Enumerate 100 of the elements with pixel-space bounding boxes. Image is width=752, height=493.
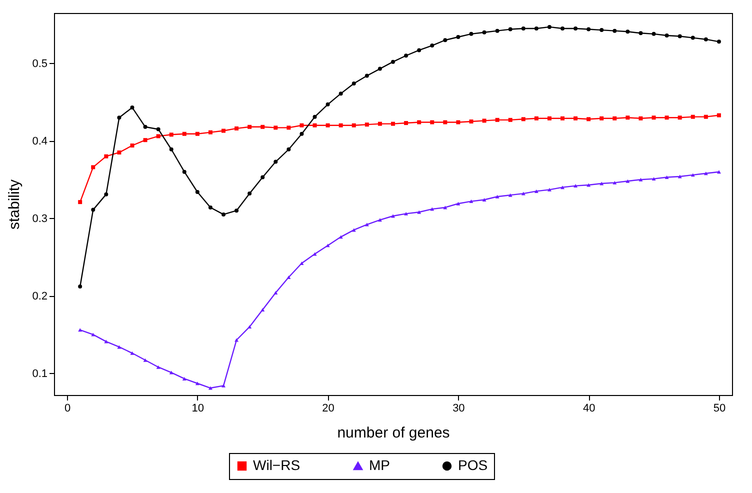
point bbox=[574, 116, 578, 120]
point bbox=[443, 38, 448, 42]
point bbox=[260, 124, 265, 129]
point bbox=[248, 325, 252, 329]
point bbox=[104, 192, 108, 196]
point bbox=[716, 170, 721, 174]
point bbox=[222, 384, 226, 388]
point bbox=[612, 180, 617, 184]
legend-label: POS bbox=[458, 457, 488, 473]
point bbox=[169, 370, 174, 374]
x-tick-label: 10 bbox=[192, 402, 204, 414]
point bbox=[156, 134, 160, 138]
point bbox=[338, 92, 343, 96]
point bbox=[560, 116, 564, 120]
point bbox=[300, 123, 304, 128]
point bbox=[690, 114, 695, 119]
point bbox=[182, 170, 186, 174]
point bbox=[143, 124, 148, 129]
point bbox=[704, 172, 708, 176]
point bbox=[638, 31, 643, 36]
point bbox=[482, 198, 486, 202]
point bbox=[248, 124, 252, 129]
point bbox=[130, 351, 134, 355]
point bbox=[182, 132, 186, 136]
point bbox=[704, 114, 708, 119]
point bbox=[78, 284, 82, 289]
point bbox=[156, 365, 160, 369]
point bbox=[469, 119, 474, 124]
point bbox=[482, 118, 486, 123]
point bbox=[195, 382, 200, 386]
point bbox=[600, 116, 604, 120]
point bbox=[417, 120, 422, 124]
point bbox=[652, 116, 656, 120]
point bbox=[652, 32, 656, 36]
point bbox=[664, 33, 669, 38]
point bbox=[286, 147, 291, 152]
point bbox=[574, 184, 578, 188]
point bbox=[626, 30, 630, 34]
x-axis-title: number of genes bbox=[337, 424, 450, 442]
y-tick-label: 0.2 bbox=[32, 290, 48, 302]
point bbox=[560, 26, 564, 30]
point bbox=[352, 82, 356, 86]
point bbox=[78, 328, 82, 332]
point bbox=[300, 262, 304, 266]
point bbox=[208, 386, 212, 390]
point bbox=[547, 24, 552, 29]
point bbox=[430, 207, 434, 211]
point bbox=[404, 212, 408, 216]
point bbox=[274, 290, 278, 294]
point bbox=[378, 66, 382, 71]
point bbox=[690, 36, 695, 40]
point bbox=[234, 208, 239, 213]
point bbox=[169, 132, 174, 137]
point bbox=[326, 102, 330, 106]
x-tick-label: 40 bbox=[582, 402, 596, 414]
point bbox=[234, 126, 239, 130]
x-tick-label: 0 bbox=[64, 402, 71, 414]
point bbox=[469, 200, 474, 204]
point bbox=[664, 116, 669, 120]
point bbox=[117, 116, 122, 120]
point bbox=[274, 160, 278, 164]
point bbox=[456, 202, 460, 206]
point bbox=[130, 144, 134, 148]
legend-label: Wil−RS bbox=[253, 457, 300, 473]
point bbox=[664, 176, 669, 179]
point bbox=[495, 194, 500, 198]
point bbox=[182, 376, 186, 380]
point bbox=[495, 28, 500, 33]
point bbox=[678, 34, 682, 38]
point bbox=[117, 150, 122, 154]
point bbox=[143, 138, 148, 142]
point bbox=[104, 154, 108, 158]
point bbox=[482, 30, 486, 34]
point bbox=[404, 54, 408, 58]
y-tick-label: 0.5 bbox=[32, 58, 48, 70]
point bbox=[91, 165, 96, 170]
point bbox=[417, 210, 422, 214]
point bbox=[586, 27, 591, 32]
point bbox=[195, 190, 200, 194]
point bbox=[378, 218, 382, 222]
y-axis-title: stability bbox=[6, 179, 24, 230]
point bbox=[612, 116, 617, 120]
point bbox=[574, 26, 578, 30]
point bbox=[612, 28, 617, 33]
point bbox=[260, 175, 265, 180]
point bbox=[378, 122, 382, 126]
point bbox=[312, 114, 317, 119]
point bbox=[638, 116, 643, 120]
line-series bbox=[78, 170, 721, 390]
point bbox=[169, 147, 174, 152]
point bbox=[300, 132, 304, 136]
point bbox=[143, 358, 148, 362]
point bbox=[417, 48, 422, 52]
point bbox=[404, 121, 408, 126]
point bbox=[586, 117, 591, 122]
point bbox=[443, 120, 448, 124]
point bbox=[652, 177, 656, 181]
x-tick-label: 20 bbox=[322, 402, 334, 414]
point bbox=[534, 26, 538, 30]
point bbox=[352, 123, 356, 128]
